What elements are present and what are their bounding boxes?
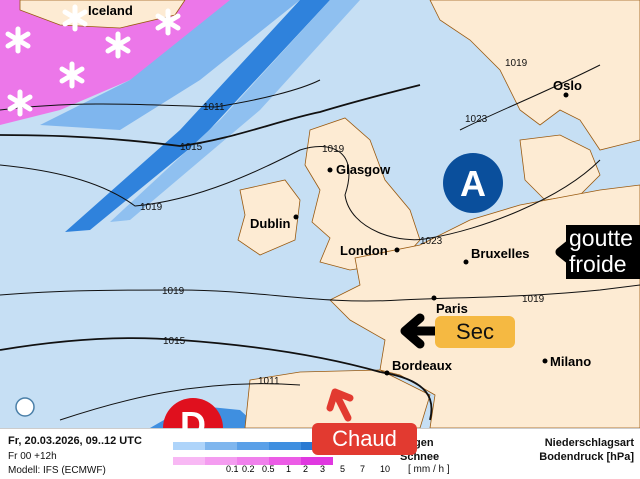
city-bordeaux: Bordeaux xyxy=(392,358,453,373)
city-paris: Paris xyxy=(436,301,468,316)
legend-title-precip: Niederschlagsart xyxy=(544,437,634,449)
isobar-label: 1023 xyxy=(420,236,443,247)
isobar-label: 1011 xyxy=(258,376,280,387)
city-oslo: Oslo xyxy=(553,78,582,93)
snow-area xyxy=(0,0,230,125)
arrow-up-icon xyxy=(326,388,354,422)
isobar-label: 1019 xyxy=(322,144,345,155)
city-london: London xyxy=(340,243,388,258)
scale-tick: 0.1 xyxy=(226,464,239,474)
isobar-label: 1019 xyxy=(140,202,163,213)
scale-tick: 3 xyxy=(320,464,326,474)
rain-band-light xyxy=(110,0,360,222)
scale-tick: 10 xyxy=(380,464,391,474)
isobar-label: 1015 xyxy=(163,336,186,347)
isobar-label: 1015 xyxy=(180,142,203,153)
city-milano: Milano xyxy=(550,354,591,369)
low-pressure-marker xyxy=(163,398,223,428)
isobar-label: 1023 xyxy=(465,114,488,125)
isobar-label: 1019 xyxy=(162,286,185,297)
scale-tick: 1 xyxy=(286,464,292,474)
isobar-labels: 1011 1015 1019 1019 1019 1023 1023 1019 … xyxy=(140,58,545,387)
annotation-dry: Sec xyxy=(435,316,515,348)
isobar-label: 1019 xyxy=(505,58,528,69)
snowflake-icons xyxy=(5,4,181,117)
city-glasgow: Glasgow xyxy=(336,162,391,177)
legend-title-pressure: Bodendruck [hPa] xyxy=(539,451,634,463)
cities: Iceland Oslo Glasgow Dublin London Bruxe… xyxy=(88,3,591,376)
model-name: Modell: IFS (ECMWF) xyxy=(8,465,106,476)
city-iceland: Iceland xyxy=(88,3,133,18)
isobar-label: 1019 xyxy=(522,294,545,305)
scale-tick: 0.2 xyxy=(242,464,255,474)
isobar-label: 1011 xyxy=(203,102,225,113)
forecast-run: Fr 00 +12h xyxy=(8,451,57,462)
annotation-warm: Chaud xyxy=(312,423,417,455)
forecast-datetime: Fr, 20.03.2026, 09..12 UTC xyxy=(8,435,142,447)
weather-map: 1011 1015 1019 1019 1019 1023 1023 1019 … xyxy=(0,0,640,428)
rain-band xyxy=(40,0,300,130)
isobars xyxy=(0,64,640,421)
annotation-cold: goutte froide xyxy=(566,225,640,279)
low-pressure-label: D xyxy=(180,404,206,445)
unit-label: [ mm / h ] xyxy=(408,464,450,475)
snow-scale xyxy=(173,452,333,465)
city-bruxelles: Bruxelles xyxy=(471,246,530,261)
high-pressure-marker xyxy=(443,153,503,213)
scale-tick: 0.5 xyxy=(262,464,275,474)
city-dublin: Dublin xyxy=(250,216,290,231)
high-pressure-label: A xyxy=(460,163,486,204)
annotation-cold-text: goutte froide xyxy=(569,225,633,277)
rain-band-main xyxy=(65,0,330,232)
arrow-left-icon xyxy=(400,313,445,349)
scale-tick: 7 xyxy=(360,464,366,474)
scale-tick: 2 xyxy=(303,464,309,474)
globe-icon[interactable] xyxy=(15,397,35,417)
scale-tick: 5 xyxy=(340,464,346,474)
